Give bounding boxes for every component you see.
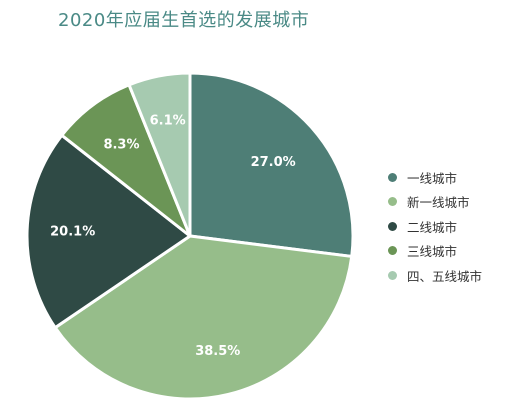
chart-legend: 一线城市新一线城市二线城市三线城市四、五线城市 xyxy=(388,165,482,288)
slice-value-label: 20.1% xyxy=(50,224,95,239)
legend-label: 新一线城市 xyxy=(407,195,470,211)
slice-value-label: 8.3% xyxy=(103,137,139,152)
legend-label: 四、五线城市 xyxy=(407,268,483,284)
slice-value-label: 27.0% xyxy=(251,155,296,170)
legend-swatch xyxy=(388,221,397,231)
pie-slice-3 xyxy=(25,133,192,330)
legend-item: 一线城市 xyxy=(388,165,482,190)
legend-swatch xyxy=(388,172,397,182)
pie-slice-5 xyxy=(127,71,192,238)
legend-swatch xyxy=(388,246,397,256)
legend-swatch xyxy=(388,270,397,280)
slice-value-label: 6.1% xyxy=(150,113,186,128)
legend-label: 三线城市 xyxy=(407,244,458,260)
legend-item: 新一线城市 xyxy=(388,190,482,215)
slice-value-label: 38.5% xyxy=(195,344,240,359)
pie-slice-2 xyxy=(53,234,354,401)
legend-item: 四、五线城市 xyxy=(388,263,482,288)
legend-item: 二线城市 xyxy=(388,214,482,239)
legend-label: 一线城市 xyxy=(407,170,458,186)
legend-swatch xyxy=(388,197,397,207)
legend-item: 三线城市 xyxy=(388,239,482,264)
pie-slice-1 xyxy=(188,71,355,258)
legend-label: 二线城市 xyxy=(407,219,458,235)
chart-title: 2020年应届生首选的发展城市 xyxy=(58,10,310,31)
